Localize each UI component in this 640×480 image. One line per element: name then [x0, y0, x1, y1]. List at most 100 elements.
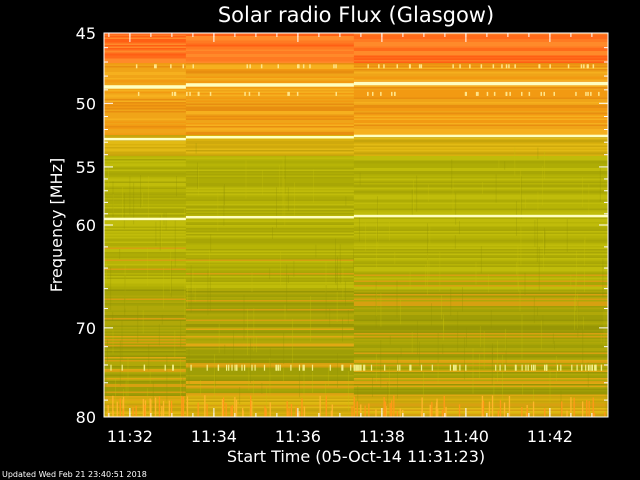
spectrum-band	[185, 133, 355, 136]
texture-streak	[479, 326, 481, 348]
spectrum-band	[353, 306, 608, 308]
spectrum-band	[353, 303, 608, 305]
texture-streak	[251, 272, 253, 292]
spectrum-band	[104, 147, 187, 149]
spectrum-band	[353, 345, 608, 347]
spectrum-band	[353, 391, 608, 394]
texture-streak	[516, 201, 517, 236]
texture-streak	[112, 181, 114, 218]
spectrum-band	[104, 124, 187, 127]
rfi-dash	[355, 364, 357, 371]
axes: 45 50 55 60 70 80 11:32 11:34 11:36 11:38 11:40 11:…	[76, 24, 608, 446]
rfi-spike	[162, 400, 165, 417]
rfi-spike	[161, 406, 163, 417]
spectrum-band	[104, 73, 187, 76]
spectrum-band	[353, 258, 608, 260]
rfi-dash	[329, 364, 331, 371]
spectrum-band	[353, 180, 608, 182]
spectrum-band	[104, 297, 187, 299]
spectrum-band	[185, 292, 355, 295]
texture-streak	[247, 308, 248, 356]
spectrum-band	[353, 346, 608, 349]
spectrum-band	[353, 120, 608, 122]
spectrum-band	[353, 151, 608, 154]
rfi-spike	[182, 396, 184, 417]
spectrum-band	[185, 198, 355, 200]
texture-streak	[174, 220, 176, 268]
rfi-dash	[353, 364, 355, 371]
spectrum-band	[185, 36, 355, 38]
spectrum-band	[104, 399, 187, 401]
spectrum-band	[353, 285, 608, 287]
rfi-spike	[582, 401, 584, 417]
spectrum-band	[104, 259, 187, 262]
spectrum-band	[353, 201, 608, 203]
rfi-dash	[350, 364, 352, 371]
spectrum-band	[353, 196, 608, 199]
spectrum-band	[104, 226, 187, 229]
spectrum-band	[104, 79, 187, 82]
texture-streak	[504, 161, 506, 170]
spectrum-band	[104, 367, 187, 370]
rfi-dot	[383, 64, 385, 69]
rfi-dash	[521, 364, 523, 371]
spectrum-band	[353, 129, 608, 131]
spectrum-band	[353, 240, 608, 242]
spectrum-band	[185, 273, 355, 275]
spectrum-band	[353, 219, 608, 221]
texture-streak	[200, 380, 201, 396]
rfi-dash	[231, 364, 233, 371]
texture-streak	[218, 324, 220, 354]
texture-streak	[184, 275, 186, 320]
rfi-spike	[142, 398, 144, 417]
texture-streak	[261, 382, 263, 394]
texture-streak	[452, 179, 454, 218]
rfi-dash	[206, 364, 208, 371]
spectrum-band	[104, 151, 187, 154]
texture-streak	[502, 354, 503, 402]
spectrum-band	[353, 393, 608, 395]
rfi-dash	[251, 364, 253, 371]
spectrum-band	[185, 340, 355, 343]
spectrum-band	[353, 319, 608, 322]
texture-streak	[603, 310, 605, 348]
rfi-dash	[576, 364, 578, 371]
spectrum-band	[353, 177, 608, 179]
spectrum-band	[353, 282, 608, 284]
spectrum-band	[104, 58, 187, 61]
spectrum-band	[104, 150, 187, 152]
rfi-dot	[592, 64, 595, 69]
texture-streak	[417, 320, 418, 356]
spectrum-band	[353, 307, 608, 310]
spectrum-band	[104, 169, 187, 172]
rfi-spike	[325, 395, 327, 417]
rfi-dash	[587, 364, 589, 371]
spectrum-band	[104, 264, 187, 266]
spectrum-band	[185, 40, 355, 43]
spectrum-band	[353, 162, 608, 164]
spectrum-band	[185, 351, 355, 353]
texture-streak	[518, 282, 519, 292]
texture-streak	[217, 192, 219, 232]
spectrum-band	[353, 252, 608, 254]
rfi-spike	[421, 397, 423, 417]
spectrum-band	[353, 316, 608, 319]
spectrum-band	[185, 178, 355, 181]
spectrum-band	[353, 249, 608, 251]
spectrum-band	[185, 297, 355, 299]
texture-streak	[427, 223, 428, 261]
spectrum-band	[185, 105, 355, 107]
spectrum-band	[353, 274, 608, 277]
spectrum-band	[104, 123, 187, 125]
rfi-spike	[481, 395, 484, 417]
rfi-spike	[592, 397, 594, 417]
texture-streak	[282, 177, 284, 219]
rfi-dot	[378, 64, 380, 69]
texture-streak	[161, 314, 163, 325]
spectrum-band	[185, 208, 355, 211]
spectrum-band	[185, 315, 355, 317]
rfi-dash	[164, 364, 166, 371]
rfi-dash	[527, 364, 529, 371]
spectrum-band	[353, 156, 608, 158]
texture-streak	[540, 320, 542, 350]
